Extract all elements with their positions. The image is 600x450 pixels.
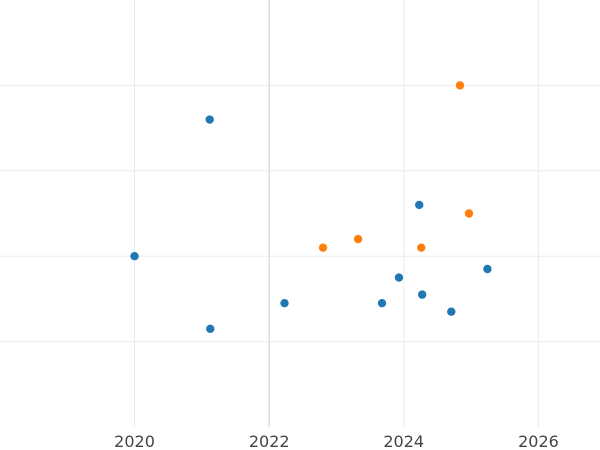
- series-2-point: [464, 209, 474, 218]
- grid: [0, 0, 600, 427]
- x-tick-label: 2024: [383, 432, 424, 450]
- data-points: [130, 81, 492, 333]
- series-1-point: [280, 298, 289, 308]
- x-tick-label: 2026: [518, 432, 559, 450]
- series-1-point: [417, 290, 427, 299]
- series-1-point: [447, 307, 456, 316]
- series-1-point: [205, 115, 214, 124]
- x-tick-label: 2020: [114, 432, 155, 450]
- series-1-point: [483, 264, 492, 274]
- series-1-point: [206, 324, 215, 333]
- series-2-point: [318, 243, 328, 252]
- series-1-point: [415, 200, 424, 210]
- series-2-point: [353, 234, 363, 244]
- series-1-point: [377, 298, 387, 308]
- x-axis-ticks: 2020 2022 2024 2026: [114, 432, 559, 450]
- series-2-point: [417, 243, 426, 252]
- x-tick-label: 2022: [249, 432, 290, 450]
- series-2-point: [455, 81, 465, 90]
- series-1-point: [130, 252, 139, 261]
- series-1-point: [394, 273, 404, 282]
